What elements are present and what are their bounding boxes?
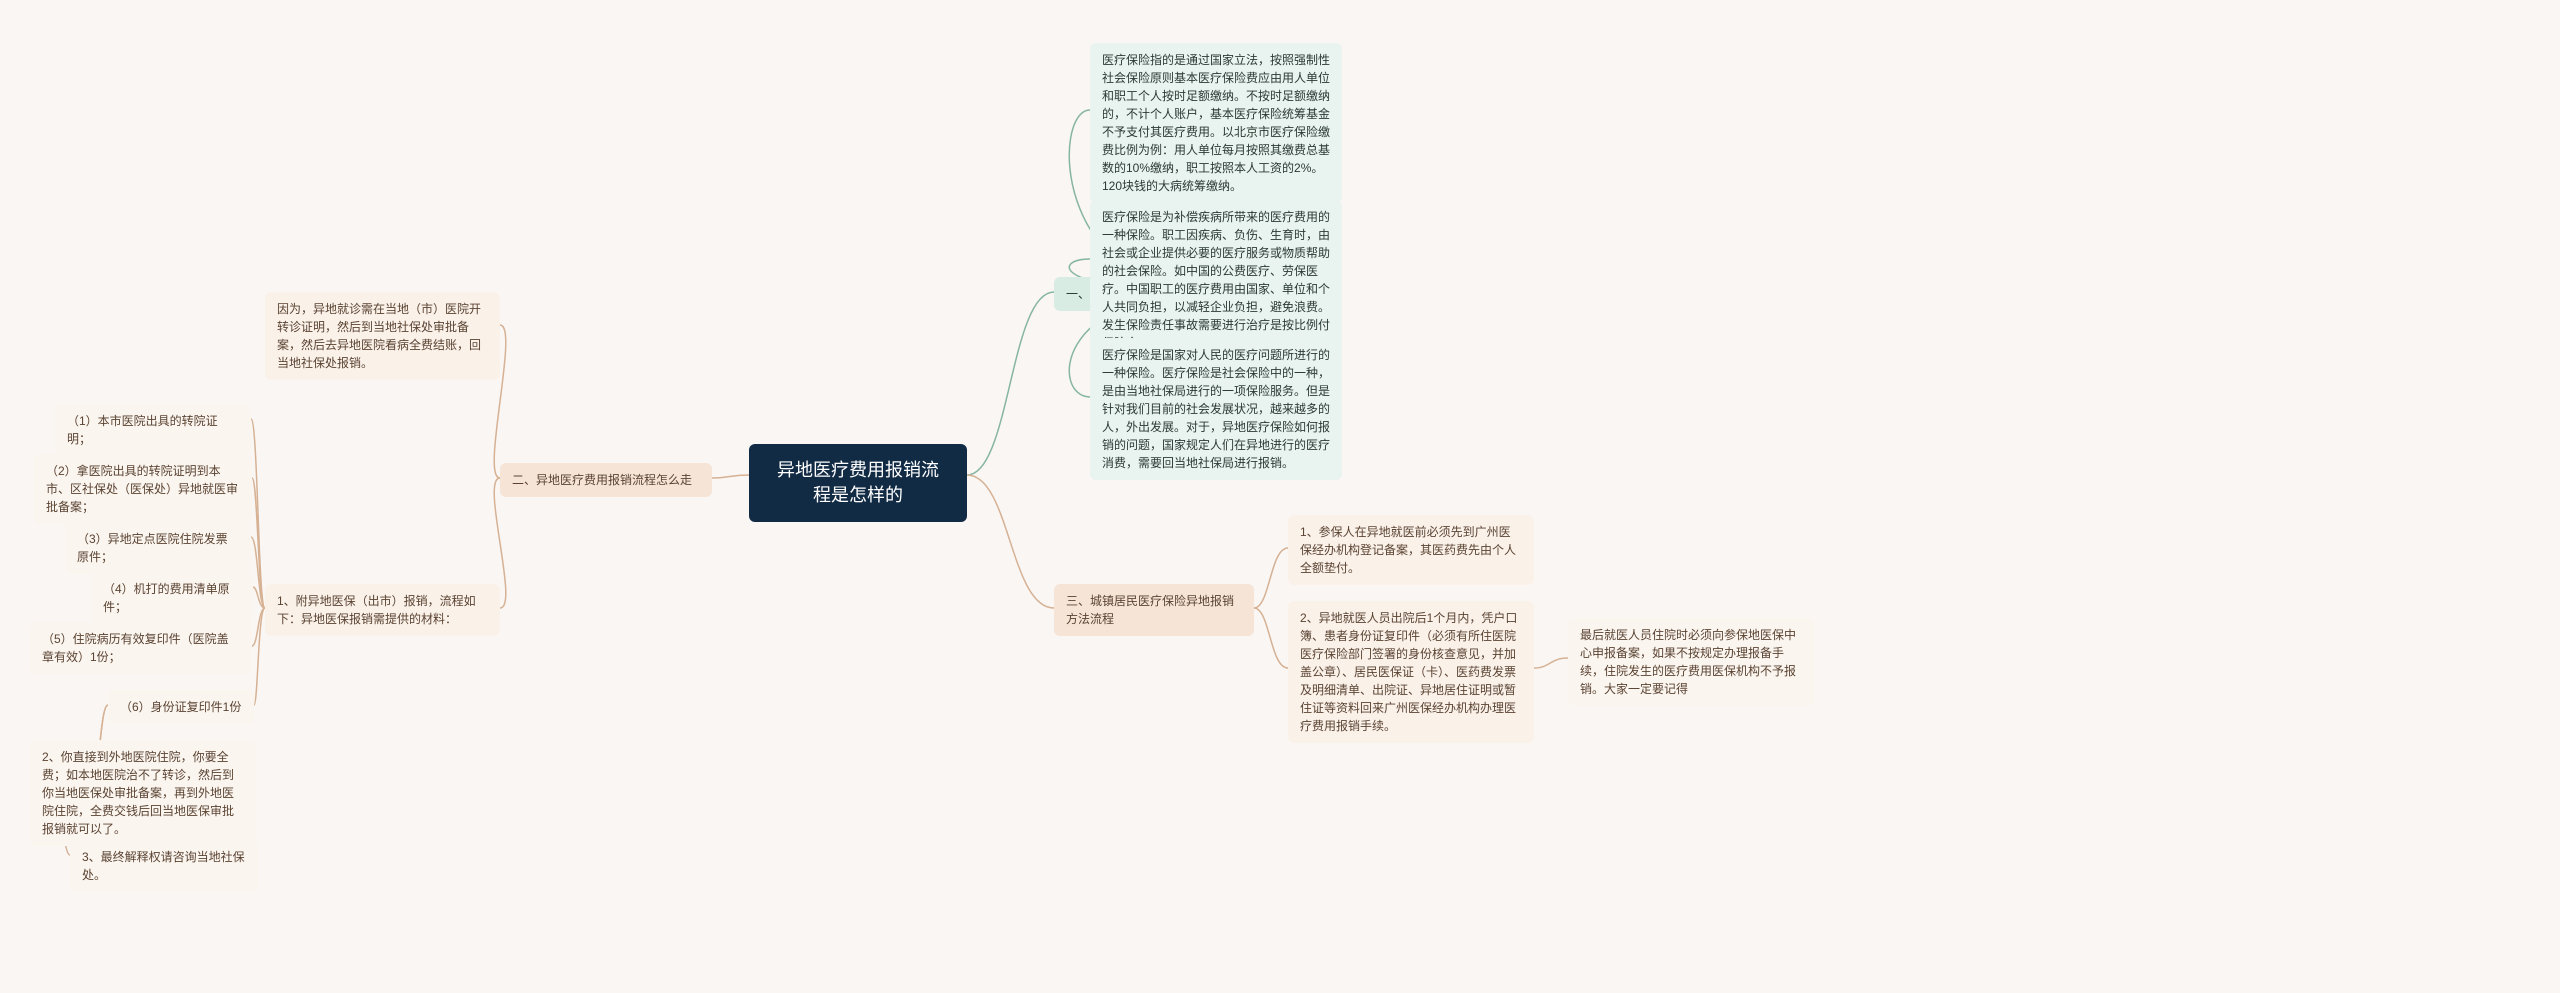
branch-1-item-2: 医疗保险是为补偿疾病所带来的医疗费用的一种保险。职工因疾病、负伤、生育时，由社会… [1090,200,1342,360]
branch-3-item-1: 1、参保人在异地就医前必须先到广州医保经办机构登记备案，其医药费先由个人全额垫付… [1288,515,1534,585]
branch-2-sub-2: 1、附异地医保（出市）报销，流程如下：异地医保报销需提供的材料： [265,584,500,636]
branch-2-tail-1: 2、你直接到外地医院住院，你要全费；如本地医院治不了转诊，然后到你当地医保处审批… [30,740,256,846]
branch-3-item-2: 2、异地就医人员出院后1个月内，凭户口簿、患者身份证复印件（必须有所住医院医疗保… [1288,601,1534,743]
branch-2-item-4: （4）机打的费用清单原件； [91,572,253,624]
branch-2-sub-1: 因为，异地就诊需在当地（市）医院开转诊证明，然后到当地社保处审批备案，然后去异地… [265,292,500,380]
branch-2: 二、异地医疗费用报销流程怎么走 [500,463,712,497]
branch-2-item-5: （5）住院病历有效复印件（医院盖章有效）1份； [30,622,252,674]
branch-2-item-1: （1）本市医院出具的转院证明； [55,404,251,456]
branch-3: 三、城镇居民医疗保险异地报销方法流程 [1054,584,1254,636]
root-node: 异地医疗费用报销流程是怎样的 [749,444,967,522]
branch-1-item-3: 医疗保险是国家对人民的医疗问题所进行的一种保险。医疗保险是社会保险中的一种，是由… [1090,338,1342,480]
branch-1-item-1: 医疗保险指的是通过国家立法，按照强制性社会保险原则基本医疗保险费应由用人单位和职… [1090,43,1342,203]
branch-2-item-3: （3）异地定点医院住院发票原件； [65,522,251,574]
branch-2-item-6: （6）身份证复印件1份 [108,690,254,724]
branch-2-item-2: （2）拿医院出具的转院证明到本市、区社保处（医保处）异地就医审批备案； [34,454,252,524]
branch-3-tail: 最后就医人员住院时必须向参保地医保中心申报备案，如果不按规定办理报备手续，住院发… [1568,618,1814,706]
branch-2-tail-2: 3、最终解释权请咨询当地社保处。 [70,840,258,892]
